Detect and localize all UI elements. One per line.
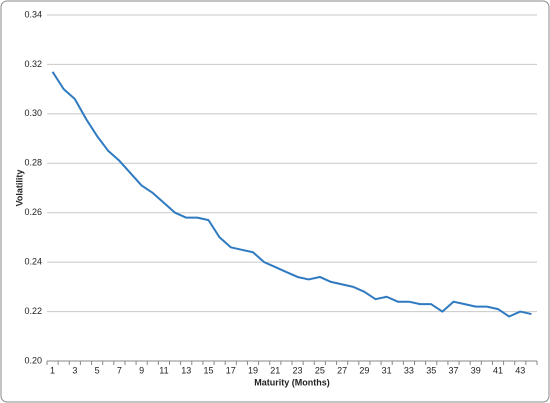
x-tick-label: 19 xyxy=(248,365,258,375)
y-tick-label: 0.32 xyxy=(24,59,42,69)
y-tick-label: 0.22 xyxy=(24,306,42,316)
x-tick-label: 13 xyxy=(181,365,191,375)
x-tick-label: 1 xyxy=(50,365,55,375)
x-tick-label: 27 xyxy=(337,365,347,375)
x-tick-label: 29 xyxy=(359,365,369,375)
x-tick-label: 7 xyxy=(117,365,122,375)
x-tick-label: 3 xyxy=(72,365,77,375)
y-tick-label: 0.20 xyxy=(24,355,42,365)
x-tick-label: 37 xyxy=(448,365,458,375)
x-axis-title: Maturity (Months) xyxy=(254,377,330,387)
x-tick-label: 15 xyxy=(203,365,213,375)
x-tick-label: 5 xyxy=(95,365,100,375)
x-tick-label: 17 xyxy=(226,365,236,375)
x-tick-label: 9 xyxy=(139,365,144,375)
x-tick-label: 21 xyxy=(270,365,280,375)
y-axis-title: Volatility xyxy=(14,170,24,207)
y-tick-label: 0.34 xyxy=(24,9,42,19)
x-tick-label: 43 xyxy=(515,365,525,375)
y-tick-label: 0.24 xyxy=(24,257,42,267)
x-tick-label: 11 xyxy=(159,365,168,375)
x-tick-label: 25 xyxy=(315,365,325,375)
y-tick-label: 0.26 xyxy=(24,207,42,217)
x-tick-label: 23 xyxy=(293,365,303,375)
x-tick-label: 35 xyxy=(426,365,436,375)
y-tick-label: 0.30 xyxy=(24,108,42,118)
x-tick-label: 41 xyxy=(493,365,503,375)
y-tick-label: 0.28 xyxy=(24,158,42,168)
x-tick-label: 39 xyxy=(471,365,481,375)
line-series xyxy=(51,71,532,318)
x-tick-label: 33 xyxy=(404,365,414,375)
x-tick-label: 31 xyxy=(382,365,392,375)
